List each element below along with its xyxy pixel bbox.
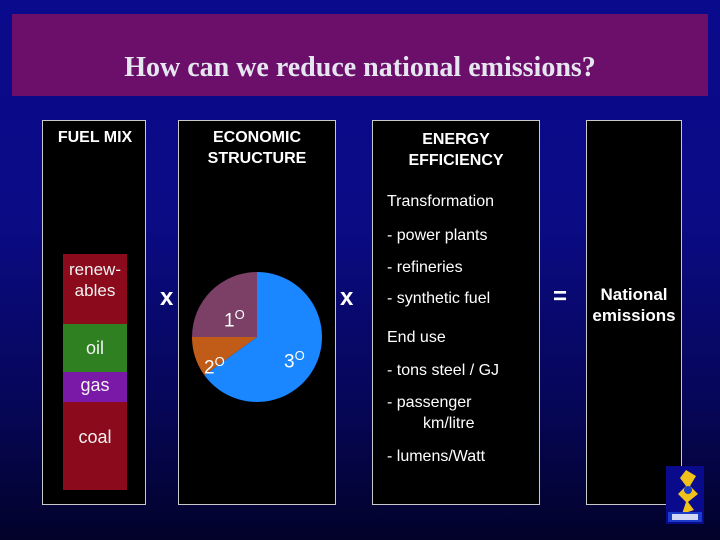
pie-slice-tertiary — [204, 272, 322, 402]
energy-efficiency-heading-2: EFFICIENCY — [408, 152, 504, 169]
organization-logo — [666, 466, 704, 524]
fuel-mix-panel: FUEL MIX renew- ables oil gas coal — [42, 120, 146, 505]
efficiency-line-synthetic-fuel: - synthetic fuel — [387, 290, 491, 307]
energy-efficiency-heading-1: ENERGY — [422, 131, 490, 148]
economic-structure-heading-1: ECONOMIC — [213, 129, 301, 146]
pie-label-primary: 1O — [224, 307, 245, 332]
slide-title: How can we reduce national emissions? — [124, 52, 596, 83]
fuel-segment-gas: gas — [63, 372, 127, 402]
fuel-mix-heading: FUEL MIX — [57, 129, 133, 146]
efficiency-line-end-use: End use — [387, 329, 446, 346]
efficiency-line-tons-steel: - tons steel / GJ — [387, 362, 500, 379]
national-emissions-label-1: National — [600, 285, 668, 304]
pie-slice-primary — [192, 272, 257, 337]
efficiency-line-km-litre: km/litre — [423, 415, 475, 432]
fuel-label-renewables-1: renew- — [69, 260, 121, 279]
fuel-segment-oil: oil — [63, 324, 127, 372]
fuel-segment-coal: coal — [63, 402, 127, 490]
fuel-label-coal: coal — [78, 427, 112, 447]
energy-efficiency-panel: ENERGY EFFICIENCY Transformation - power… — [372, 120, 540, 505]
efficiency-line-transformation: Transformation — [387, 193, 494, 210]
sector-pie-chart — [192, 272, 322, 402]
fuel-label-oil: oil — [85, 338, 104, 358]
pie-slice-secondary — [192, 337, 257, 376]
pie-label-tertiary: 3O — [284, 348, 305, 373]
efficiency-line-power-plants: - power plants — [387, 227, 488, 244]
national-emissions-panel: National emissions — [586, 120, 682, 505]
fuel-segment-renewables: renew- ables — [63, 254, 127, 324]
multiply-operator-2: x — [340, 284, 354, 311]
efficiency-line-passenger: - passenger — [387, 394, 472, 411]
fuel-label-gas: gas — [80, 375, 110, 395]
pie-label-secondary: 2O — [204, 354, 225, 379]
multiply-operator-1: x — [160, 284, 174, 311]
equals-operator: = — [553, 283, 568, 310]
national-emissions-label-2: emissions — [592, 306, 676, 325]
title-bar: How can we reduce national emissions? — [12, 14, 708, 96]
economic-structure-heading-2: STRUCTURE — [207, 150, 307, 167]
fuel-label-renewables-2: ables — [74, 281, 116, 300]
efficiency-line-refineries: - refineries — [387, 259, 463, 276]
economic-structure-panel: ECONOMIC STRUCTURE 1O 2O 3O — [178, 120, 336, 505]
efficiency-line-lumens-watt: - lumens/Watt — [387, 448, 486, 465]
